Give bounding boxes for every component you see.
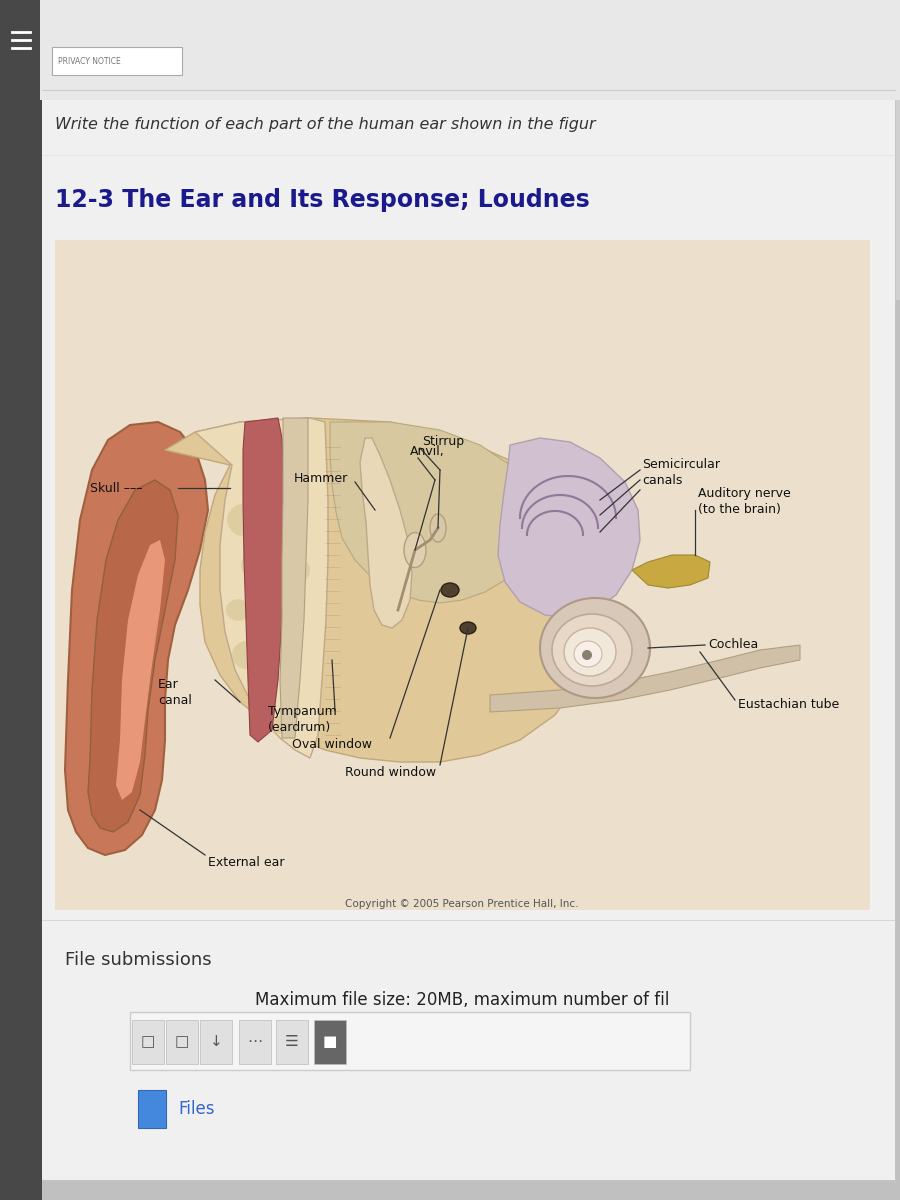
Text: ■: ■ (323, 1034, 338, 1050)
Bar (132, 1020, 164, 1064)
Bar (40, 0, 900, 100)
Bar (130, 1012, 690, 1070)
FancyBboxPatch shape (52, 47, 182, 74)
Polygon shape (330, 422, 538, 602)
Text: Anvil,: Anvil, (410, 445, 445, 458)
Bar (166, 1020, 198, 1064)
Bar (0, 0, 42, 1200)
Ellipse shape (232, 641, 264, 670)
Text: Stirrup: Stirrup (422, 436, 464, 449)
Ellipse shape (574, 641, 602, 667)
Polygon shape (88, 480, 178, 832)
Text: Maximum file size: 20MB, maximum number of fil: Maximum file size: 20MB, maximum number … (255, 991, 670, 1009)
Text: Auditory nerve
(to the brain): Auditory nerve (to the brain) (698, 487, 791, 516)
Text: Semicircular
canals: Semicircular canals (642, 457, 720, 486)
Text: External ear: External ear (208, 856, 284, 869)
Bar (239, 1020, 271, 1064)
Polygon shape (65, 422, 208, 854)
Ellipse shape (270, 716, 290, 734)
Text: Cochlea: Cochlea (708, 638, 758, 652)
Ellipse shape (582, 650, 592, 660)
Bar (55, 240, 870, 910)
Text: Ear
canal: Ear canal (158, 678, 192, 707)
Ellipse shape (441, 583, 459, 596)
Text: PRIVACY NOTICE: PRIVACY NOTICE (58, 56, 121, 66)
Text: 12-3 The Ear and Its Response; Loudnes: 12-3 The Ear and Its Response; Loudnes (55, 188, 590, 212)
Polygon shape (490, 646, 800, 712)
Polygon shape (243, 418, 284, 742)
Polygon shape (195, 418, 328, 758)
Text: Round window: Round window (345, 766, 436, 779)
Bar (276, 1020, 308, 1064)
Ellipse shape (540, 598, 650, 698)
Text: ↓: ↓ (210, 1034, 222, 1050)
Polygon shape (632, 554, 710, 588)
Text: Oval window: Oval window (292, 738, 372, 751)
Bar (0, 0, 900, 300)
Bar (138, 1090, 166, 1128)
Text: □: □ (175, 1034, 189, 1050)
Polygon shape (280, 418, 308, 738)
Bar (0, 300, 900, 1200)
Ellipse shape (226, 599, 250, 620)
Text: File submissions: File submissions (65, 950, 212, 970)
Ellipse shape (280, 557, 310, 583)
Text: Write the function of each part of the human ear shown in the figur: Write the function of each part of the h… (55, 118, 596, 132)
Bar (314, 1020, 346, 1064)
Text: Eustachian tube: Eustachian tube (738, 698, 839, 712)
Polygon shape (116, 540, 165, 800)
Ellipse shape (227, 504, 263, 536)
Ellipse shape (564, 628, 616, 676)
Text: ⋯: ⋯ (248, 1034, 263, 1050)
Text: Hammer: Hammer (293, 472, 348, 485)
Ellipse shape (268, 485, 302, 515)
Text: Files: Files (178, 1100, 214, 1118)
Ellipse shape (430, 514, 446, 542)
Polygon shape (498, 438, 640, 618)
Ellipse shape (404, 533, 426, 568)
Text: Tympanum
(eardrum): Tympanum (eardrum) (268, 706, 337, 734)
Polygon shape (165, 418, 600, 762)
Bar (200, 1020, 232, 1064)
Ellipse shape (241, 552, 269, 577)
Ellipse shape (460, 622, 476, 634)
Text: □: □ (140, 1034, 155, 1050)
Polygon shape (360, 438, 412, 628)
Text: ☰: ☰ (285, 1034, 299, 1050)
Ellipse shape (247, 689, 273, 712)
Text: Copyright © 2005 Pearson Prentice Hall, Inc.: Copyright © 2005 Pearson Prentice Hall, … (346, 899, 579, 910)
Text: Skull –––: Skull ––– (90, 481, 142, 494)
Ellipse shape (552, 614, 632, 686)
